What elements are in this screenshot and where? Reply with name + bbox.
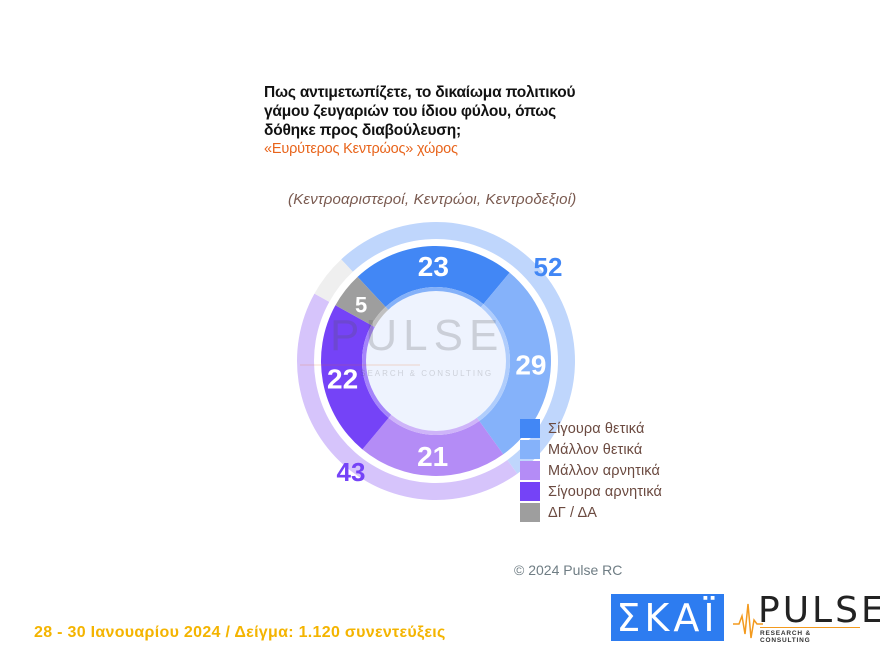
title-line-1: Πως αντιμετωπίζετε, το δικαίωμα πολιτικο… <box>264 84 576 101</box>
donut-center <box>366 291 506 431</box>
copyright-notice: © 2024 Pulse RC <box>514 562 623 578</box>
inner-segment-label: 22 <box>327 363 358 394</box>
survey-footer: 28 - 30 Ιανουαρίου 2024 / Δείγμα: 1.120 … <box>34 624 446 641</box>
chart-subtitle: «Ευρύτερος Κεντρώος» χώρος <box>264 141 458 157</box>
legend-item-sigoura-thetika: Σίγουρα θετικά <box>520 418 662 439</box>
inner-labels: 23 29 21 22 5 <box>327 251 546 472</box>
inner-segment <box>357 246 510 307</box>
inner-segment <box>479 272 551 455</box>
legend-swatch <box>520 503 540 522</box>
group-label: (Κεντροαριστεροί, Κεντρώοι, Κεντροδεξιοί… <box>288 191 577 208</box>
pulse-watermark: PULSE RESEARCH & CONSULTING <box>300 311 504 378</box>
outer-segment <box>314 259 353 302</box>
inner-segment <box>335 276 386 326</box>
outer-label-positive: 52 <box>534 252 563 282</box>
skai-logo-text: ΣΚΑΪ <box>616 595 719 640</box>
title-line-3: δόθηκε προς διαβούλευση; <box>264 122 461 139</box>
skai-logo: ΣΚΑΪ <box>611 594 724 641</box>
pulse-logo-sub: RESEARCH & CONSULTING <box>760 630 811 644</box>
pulse-heartbeat-icon <box>733 603 763 639</box>
legend-item-mallon-thetika: Μάλλον θετικά <box>520 439 662 460</box>
inner-ring <box>320 246 551 476</box>
legend-label: Μάλλον αρνητικά <box>548 462 660 479</box>
pulse-logo-word: PULSE <box>758 590 880 631</box>
outer-segment <box>296 293 518 501</box>
outer-ring <box>296 222 575 501</box>
inner-segment-label: 5 <box>355 293 367 318</box>
inner-segment <box>320 305 389 450</box>
pulse-logo: PULSE RESEARCH & CONSULTING <box>733 590 880 644</box>
legend-label: Σίγουρα θετικά <box>548 420 645 437</box>
inner-segment <box>362 417 504 476</box>
inner-segment-label: 29 <box>515 349 546 380</box>
legend-label: Σίγουρα αρνητικά <box>548 483 663 500</box>
outer-label-negative: 43 <box>337 457 366 487</box>
legend-item-sigoura-arnitika: Σίγουρα αρνητικά <box>520 481 662 502</box>
legend-swatch <box>520 419 540 438</box>
legend-swatch <box>520 482 540 501</box>
watermark-word: PULSE <box>330 311 504 360</box>
chart-legend: Σίγουρα θετικά Μάλλον θετικά Μάλλον αρνη… <box>520 418 662 523</box>
legend-swatch <box>520 440 540 459</box>
legend-swatch <box>520 461 540 480</box>
watermark-sub: RESEARCH & CONSULTING <box>345 369 493 378</box>
inner-segment-label: 23 <box>418 251 449 282</box>
chart-title: Πως αντιμετωπίζετε, το δικαίωμα πολιτικο… <box>264 83 644 140</box>
outer-segment <box>341 222 575 474</box>
legend-item-dg-da: ΔΓ / ΔΑ <box>520 502 662 523</box>
legend-item-mallon-arnitika: Μάλλον αρνητικά <box>520 460 662 481</box>
legend-label: Μάλλον θετικά <box>548 441 643 458</box>
legend-label: ΔΓ / ΔΑ <box>548 504 598 521</box>
inner-segment-label: 21 <box>417 441 448 472</box>
title-line-2: γάμου ζευγαριών του ίδιου φύλου, όπως <box>264 103 556 120</box>
